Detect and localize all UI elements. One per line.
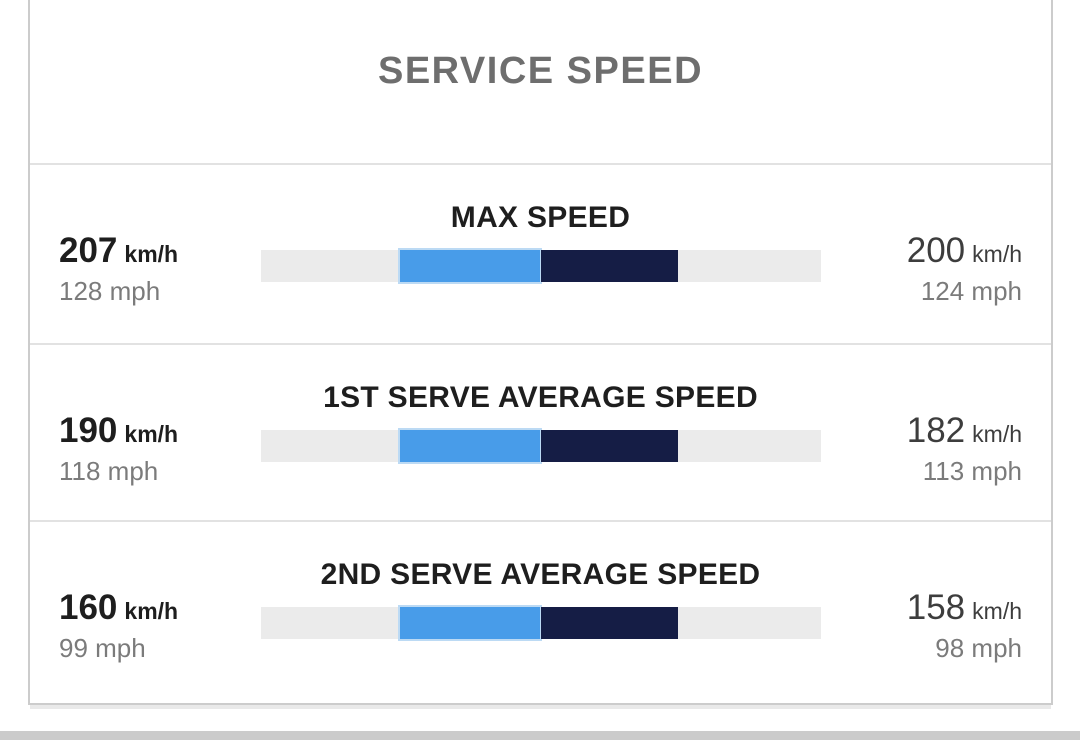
- stat-row-1st-serve-average-speed: 1ST SERVE AVERAGE SPEED 190 km/h 118 mph …: [30, 343, 1051, 520]
- speed-value: 160: [59, 588, 118, 627]
- comparison-bar: [261, 428, 821, 464]
- speed-secondary-mph: 99 mph: [59, 633, 146, 663]
- speed-unit: km/h: [124, 241, 179, 267]
- speed-secondary-mph: 98 mph: [935, 633, 1022, 663]
- right-player-stat: 158 km/h 98 mph: [907, 589, 1022, 663]
- speed-unit: km/h: [972, 421, 1022, 447]
- speed-value-line: 200 km/h: [907, 232, 1022, 276]
- speed-value-line: 160 km/h: [59, 589, 178, 633]
- speed-value: 190: [59, 411, 118, 450]
- speed-unit: km/h: [972, 241, 1022, 267]
- speed-unit: km/h: [124, 421, 179, 447]
- row-label: 2ND SERVE AVERAGE SPEED: [320, 558, 761, 591]
- right-player-bar-segment: [541, 250, 679, 282]
- row-label: 1ST SERVE AVERAGE SPEED: [323, 381, 758, 414]
- speed-secondary-mph: 118 mph: [59, 456, 159, 486]
- speed-value: 207: [59, 231, 118, 270]
- right-player-stat: 182 km/h 113 mph: [907, 412, 1022, 486]
- right-player-bar-segment: [541, 607, 679, 639]
- left-player-stat: 190 km/h 118 mph: [59, 412, 178, 486]
- bottom-divider-band: [0, 731, 1080, 740]
- left-player-bar-segment: [397, 248, 542, 284]
- speed-value-line: 207 km/h: [59, 232, 178, 276]
- right-player-bar-segment: [541, 430, 679, 462]
- speed-value-line: 158 km/h: [907, 589, 1022, 633]
- service-speed-card: SERVICE SPEED MAX SPEED 207 km/h 128 mph …: [28, 0, 1053, 705]
- speed-value: 158: [906, 588, 966, 627]
- speed-value: 200: [906, 231, 966, 270]
- row-label: MAX SPEED: [450, 201, 631, 234]
- left-player-stat: 207 km/h 128 mph: [59, 232, 178, 306]
- speed-secondary-mph: 113 mph: [922, 456, 1022, 486]
- speed-value-line: 182 km/h: [907, 412, 1022, 456]
- speed-value-line: 190 km/h: [59, 412, 178, 456]
- speed-unit: km/h: [972, 598, 1022, 624]
- speed-secondary-mph: 124 mph: [920, 276, 1022, 306]
- speed-value: 182: [906, 411, 966, 450]
- speed-unit: km/h: [124, 598, 179, 624]
- left-player-bar-segment: [397, 428, 542, 464]
- comparison-bar: [261, 605, 821, 641]
- comparison-bar: [261, 248, 821, 284]
- stat-row-2nd-serve-average-speed: 2ND SERVE AVERAGE SPEED 160 km/h 99 mph 1…: [30, 520, 1051, 701]
- stat-row-max-speed: MAX SPEED 207 km/h 128 mph 200 km/h 124 mp…: [30, 163, 1051, 343]
- right-player-stat: 200 km/h 124 mph: [907, 232, 1022, 306]
- card-header: SERVICE SPEED: [30, 0, 1051, 163]
- left-player-bar-segment: [397, 605, 542, 641]
- speed-secondary-mph: 128 mph: [59, 276, 161, 306]
- card-title: SERVICE SPEED: [377, 50, 704, 92]
- left-player-stat: 160 km/h 99 mph: [59, 589, 178, 663]
